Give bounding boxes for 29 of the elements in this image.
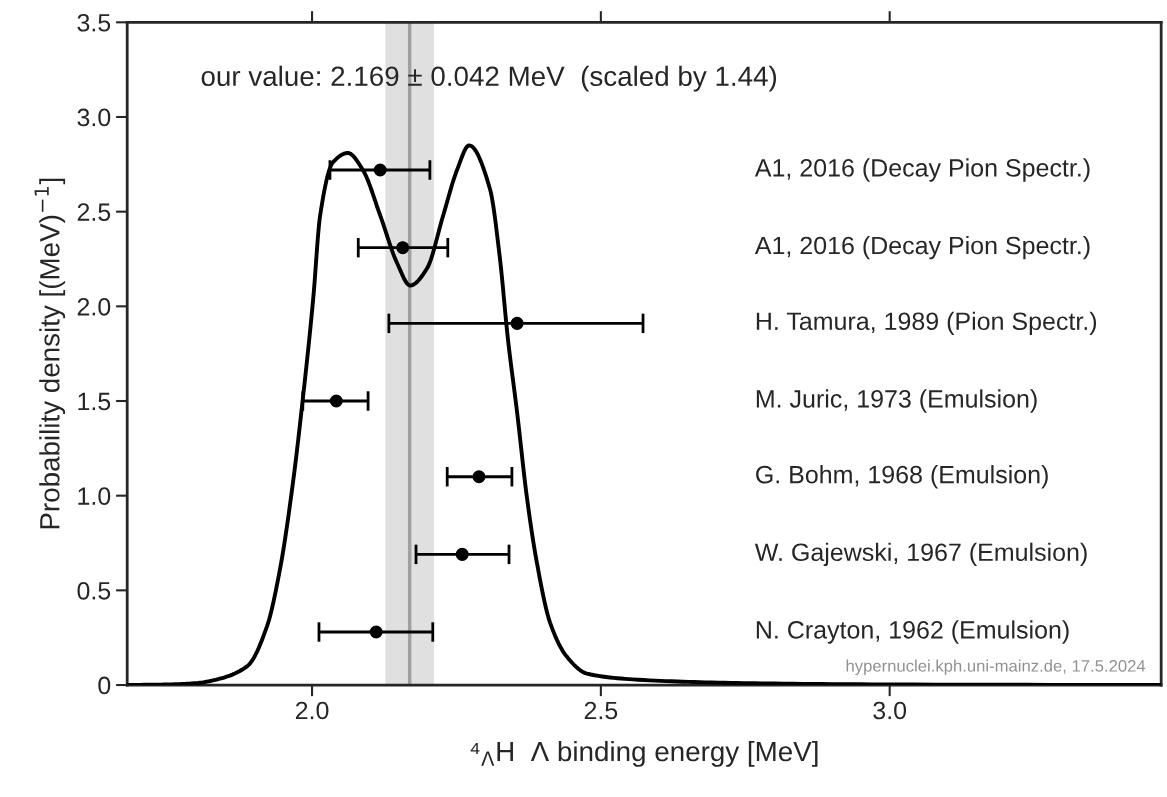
- annotation: A1, 2016 (Decay Pion Spectr.): [754, 158, 1090, 182]
- point: [396, 241, 410, 255]
- annotation: hypernuclei.kph.uni-mainz.de, 17.5.2024: [846, 659, 1146, 676]
- point: [510, 316, 524, 330]
- x-axis-title: ⁴$_{Λ}$H Λ binding energy [MeV]: [470, 740, 818, 767]
- x-tick-label: 2.0: [295, 701, 329, 720]
- point: [329, 394, 343, 408]
- y-tick-label: 3.5: [77, 13, 111, 32]
- annotation: W. Gajewski, 1967 (Emulsion): [754, 542, 1087, 567]
- y-axis-title: Probability density [(MeV)$^{−1}$]: [34, 178, 66, 529]
- annotation: M. Juric, 1973 (Emulsion): [756, 389, 1037, 413]
- point: [455, 547, 469, 561]
- y-tick-label: 2.0: [77, 297, 111, 316]
- annotation: H. Tamura, 1989 (Pion Spectr.): [756, 311, 1097, 336]
- point: [373, 163, 387, 177]
- point: [369, 625, 383, 639]
- text: our value: 2.169 ± 0.042 MeV (scaled by 1.44): [201, 65, 777, 92]
- y-tick-label: 0.5: [77, 581, 111, 600]
- annotation: N. Crayton, 1962 (Emulsion): [756, 620, 1069, 644]
- x-tick-label: 3.0: [873, 701, 907, 720]
- y-tick-label: 3.0: [77, 108, 111, 127]
- y-tick-label: 1.0: [78, 487, 111, 505]
- y-tick-label: 1.5: [78, 392, 111, 411]
- annotation: G. Bohm, 1968 (Emulsion): [756, 465, 1048, 489]
- annotation: A1, 2016 (Decay Pion Spectr.): [754, 235, 1090, 260]
- y-tick-label: 0: [98, 676, 111, 695]
- point: [472, 470, 486, 484]
- y-tick-label: 2.5: [77, 203, 111, 221]
- x-tick-label: 2.5: [584, 701, 618, 720]
